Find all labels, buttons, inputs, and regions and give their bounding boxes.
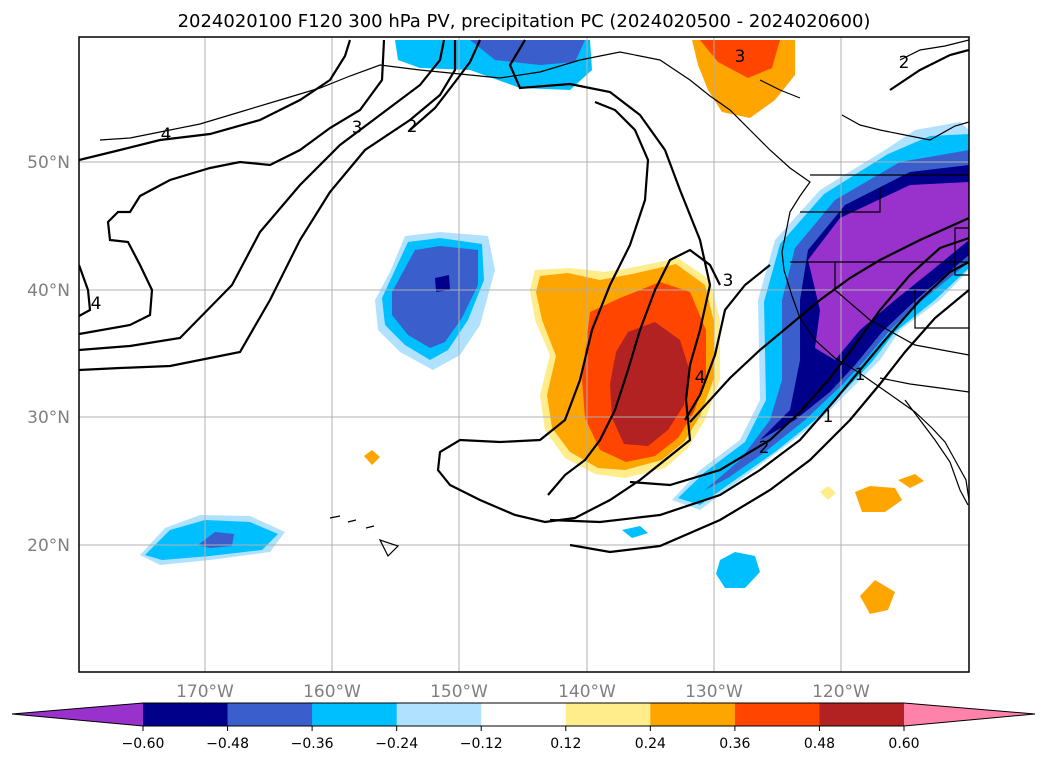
pv-label: 1 bbox=[823, 407, 834, 427]
pv-contour-labels: 4 3 2 4 3 4 2 1 1 3 2 bbox=[91, 47, 910, 458]
pv-label: 3 bbox=[735, 47, 746, 67]
pv-label: 3 bbox=[352, 118, 363, 138]
pv-contour-3-east bbox=[569, 289, 969, 554]
pv-contour-3-mid bbox=[684, 264, 771, 421]
coastlines bbox=[99, 39, 969, 558]
pv-label: 2 bbox=[759, 438, 770, 458]
precip-pos-small-3 bbox=[820, 486, 836, 500]
colorbar-tick-label: −0.60 bbox=[122, 736, 165, 752]
colorbar-tick-label: 0.48 bbox=[804, 736, 835, 752]
precip-shading bbox=[140, 40, 969, 614]
pv-contour-2-west bbox=[79, 40, 457, 372]
map-panel: 4 3 2 4 3 4 2 1 1 3 2 bbox=[79, 37, 969, 672]
pv-contour-4-top bbox=[79, 39, 352, 162]
pv-contour-main-2 bbox=[409, 39, 482, 131]
pv-contour-2-far bbox=[889, 48, 969, 91]
colorbar-segment bbox=[396, 703, 482, 726]
lat-label-20n: 20°N bbox=[27, 536, 70, 556]
lon-label-120w: 120°W bbox=[812, 682, 870, 702]
colorbar-segment bbox=[481, 703, 567, 726]
lon-label-140w: 140°W bbox=[558, 682, 616, 702]
lon-label-150w: 150°W bbox=[430, 682, 488, 702]
pv-label: 4 bbox=[161, 125, 172, 145]
colorbar-tick-label: −0.48 bbox=[206, 736, 249, 752]
longitude-labels: 170°W 160°W 150°W 140°W 130°W 120°W bbox=[176, 682, 870, 702]
precip-pos-small-1 bbox=[364, 450, 380, 465]
colorbar-tick-label: −0.12 bbox=[460, 736, 503, 752]
pv-contour-1-east bbox=[629, 236, 969, 487]
colorbar-extend-low bbox=[12, 703, 143, 726]
pv-label: 1 bbox=[855, 365, 866, 385]
pv-contour-4-east bbox=[689, 216, 969, 423]
pv-label: 2 bbox=[899, 53, 910, 73]
pv-contour-2-east bbox=[549, 261, 969, 524]
colorbar-segment bbox=[227, 703, 313, 726]
colorbar-segment bbox=[819, 703, 905, 726]
latitude-labels: 50°N 40°N 30°N 20°N bbox=[27, 153, 70, 556]
colorbar-segment bbox=[565, 703, 651, 726]
colorbar-segment bbox=[312, 703, 398, 726]
precip-neg-small-2 bbox=[622, 526, 648, 538]
precip-pos-small-5 bbox=[860, 580, 895, 614]
pv-contour-3-west bbox=[79, 39, 446, 352]
pv-contour-4-west bbox=[79, 39, 386, 336]
map-frame bbox=[78, 36, 970, 673]
pv-label: 3 bbox=[723, 271, 734, 291]
lat-label-40n: 40°N bbox=[27, 281, 70, 301]
colorbar-segment bbox=[734, 703, 820, 726]
precip-pos-small-4 bbox=[898, 474, 924, 488]
colorbar-tick-label: 0.24 bbox=[635, 736, 666, 752]
pv-contours bbox=[79, 39, 969, 554]
pv-label: 2 bbox=[407, 117, 418, 137]
lon-label-170w: 170°W bbox=[176, 682, 234, 702]
colorbar-tick-label: 0.12 bbox=[550, 736, 581, 752]
lat-label-30n: 30°N bbox=[27, 408, 70, 428]
colorbar-extend-high bbox=[904, 703, 1035, 726]
colorbar-tick-label: −0.24 bbox=[375, 736, 418, 752]
lat-label-50n: 50°N bbox=[27, 153, 70, 173]
pv-label: 4 bbox=[695, 368, 706, 388]
pv-contour-trough-inner bbox=[547, 248, 721, 496]
colorbar-tick-label: −0.36 bbox=[291, 736, 334, 752]
colorbar-tick-label: 0.60 bbox=[888, 736, 919, 752]
pv-contour-4-edge bbox=[79, 264, 92, 317]
colorbar-segment bbox=[143, 703, 229, 726]
precip-pos-small-2 bbox=[855, 486, 902, 512]
precip-neg-small-1 bbox=[716, 552, 760, 588]
precip-neg-strong bbox=[808, 182, 969, 360]
colorbar-tick-label: 0.36 bbox=[719, 736, 750, 752]
pv-label: 4 bbox=[91, 294, 102, 314]
lon-label-130w: 130°W bbox=[685, 682, 743, 702]
pv-contour-trough-outer bbox=[436, 39, 712, 524]
lon-label-160w: 160°W bbox=[303, 682, 361, 702]
chart-title: 2024020100 F120 300 hPa PV, precipitatio… bbox=[178, 11, 871, 32]
colorbar: −0.60 −0.48 −0.36 −0.24 −0.12 0.12 0.24 0.36 0.4… bbox=[11, 702, 1036, 752]
colorbar-segment bbox=[650, 703, 736, 726]
